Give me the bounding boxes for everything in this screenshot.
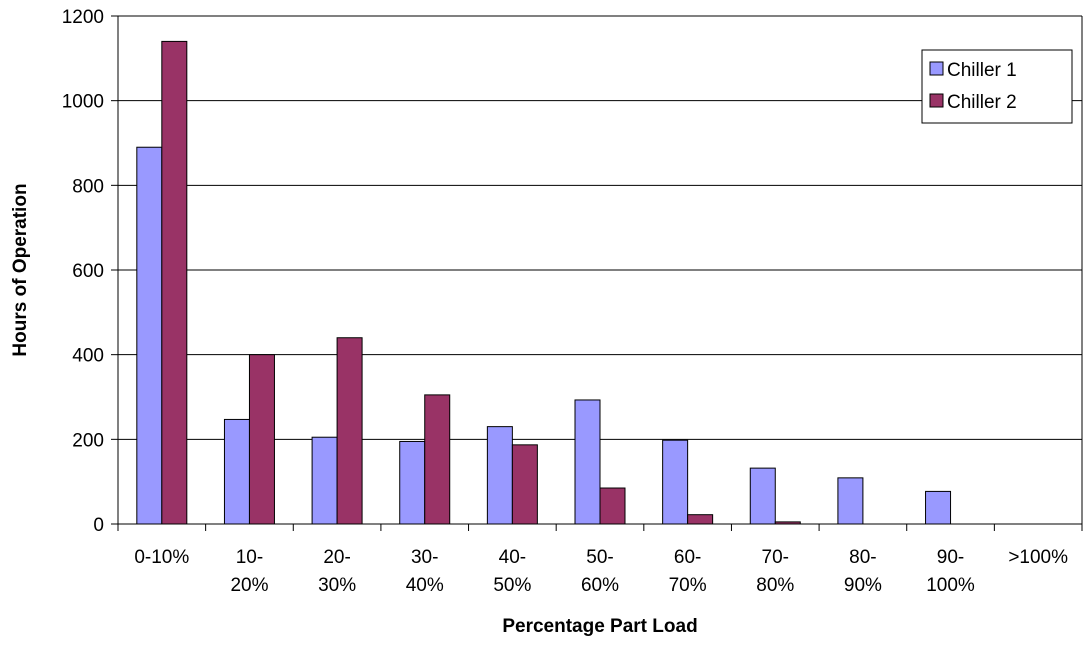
bar-series-1-cat-3[interactable] [399,440,426,525]
bar-series-1-cat-5[interactable] [574,399,601,525]
legend-box [921,49,1073,124]
bar-series-2-cat-4[interactable] [511,444,538,525]
bar-series-1-cat-2[interactable] [311,436,338,525]
y-tick-label-1: 200 [72,430,104,451]
legend-label-chiller-1: Chiller 1 [947,60,1017,81]
x-tick-label-5: 50-60% [581,547,619,596]
bar-series-2-cat-3[interactable] [424,394,451,525]
x-tick-label-8-line-0: 80- [849,547,876,568]
x-axis-title: Percentage Part Load [502,616,697,637]
x-tick-label-10-line-0: >100% [1008,547,1068,568]
legend-label-chiller-2: Chiller 2 [947,92,1017,113]
x-tick-label-0-line-0: 0-10% [134,547,189,568]
bar-series-1-cat-8[interactable] [837,477,864,525]
x-tick-label-7: 70-80% [756,547,794,596]
x-tick-label-7-line-1: 80% [756,575,794,596]
x-tick-label-9: 90- 100% [926,547,975,596]
bar-series-2-cat-2[interactable] [336,337,363,525]
x-tick-label-1-line-1: 20% [230,575,268,596]
x-tick-label-2-line-0: 20- [323,547,350,568]
y-tick-label-2: 400 [72,346,104,367]
x-tick-label-8: 80-90% [844,547,882,596]
x-tick-label-0: 0-10% [134,547,189,568]
x-tick-label-4-line-1: 50% [493,575,531,596]
bar-series-1-cat-7[interactable] [749,467,776,525]
y-tick-label-6: 1200 [62,7,104,28]
bar-series-1-cat-1[interactable] [223,418,250,525]
x-tick-label-5-line-0: 50- [586,547,613,568]
x-tick-label-6: 60-70% [669,547,707,596]
legend-swatch-chiller-2 [929,93,944,108]
bar-series-2-cat-0[interactable] [161,40,188,525]
x-tick-label-1: 10-20% [230,547,268,596]
y-tick-label-3: 600 [72,261,104,282]
x-tick-label-4-line-0: 40- [499,547,526,568]
x-tick-label-10: >100% [1008,547,1068,568]
legend-swatch-chiller-1 [929,61,944,76]
x-tick-label-5-line-1: 60% [581,575,619,596]
x-tick-label-6-line-1: 70% [669,575,707,596]
x-tick-label-1-line-0: 10- [236,547,263,568]
legend[interactable]: Chiller 1 Chiller 2 [921,49,1073,124]
bar-series-2-cat-1[interactable] [248,354,275,525]
bars [136,40,952,525]
bar-series-1-cat-4[interactable] [486,426,513,525]
x-tick-label-3-line-1: 40% [406,575,444,596]
gridlines [118,15,1082,440]
bar-series-2-cat-6[interactable] [687,514,714,525]
x-tick-label-6-line-0: 60- [674,547,701,568]
y-tick-label-4: 800 [72,176,104,197]
x-tick-label-9-line-0: 90- [937,547,964,568]
x-tick-label-3: 30-40% [406,547,444,596]
bar-series-1-cat-0[interactable] [136,146,163,525]
x-tick-labels: 0-10% 10-20%20-30%30-40%40-50%50-60%60-70… [134,547,1068,596]
x-tick-label-2: 20-30% [318,547,356,596]
axes [111,15,1083,531]
x-tick-label-9-line-1: 100% [926,575,975,596]
y-tick-labels: 0 200 400 600 800 1000 1200 [62,7,104,536]
x-tick-label-4: 40-50% [493,547,531,596]
bar-series-1-cat-6[interactable] [662,439,689,525]
y-tick-label-0: 0 [93,515,104,536]
x-tick-label-7-line-0: 70- [762,547,789,568]
y-axis-title: Hours of Operation [10,183,31,356]
x-tick-label-2-line-1: 30% [318,575,356,596]
bar-series-2-cat-5[interactable] [599,487,626,525]
x-tick-label-8-line-1: 90% [844,575,882,596]
y-tick-label-5: 1000 [62,92,104,113]
x-tick-label-3-line-0: 30- [411,547,438,568]
bar-series-1-cat-9[interactable] [925,490,952,525]
